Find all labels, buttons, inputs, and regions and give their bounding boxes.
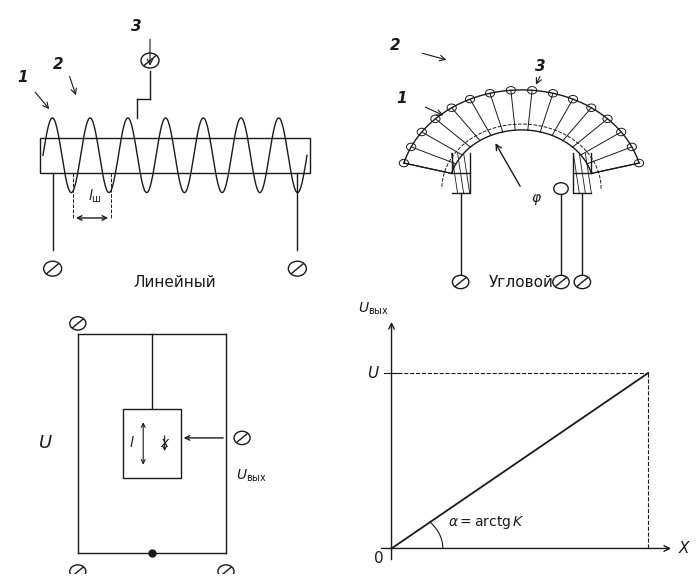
Text: $\varphi$: $\varphi$ (531, 192, 542, 207)
Text: $U_\mathrm{вых}$: $U_\mathrm{вых}$ (358, 301, 389, 317)
Text: X: X (679, 541, 690, 556)
Text: 2: 2 (52, 57, 63, 71)
Text: 1: 1 (18, 70, 28, 85)
Text: U: U (368, 365, 379, 380)
Text: 1: 1 (396, 91, 407, 106)
Text: 3: 3 (131, 19, 141, 34)
Text: x: x (160, 437, 169, 451)
Text: Угловой: Угловой (489, 275, 554, 290)
Text: 3: 3 (535, 59, 545, 74)
Text: $\alpha = \mathrm{arctg}\,K$: $\alpha = \mathrm{arctg}\,K$ (448, 513, 524, 531)
Text: Линейный: Линейный (134, 275, 216, 290)
Text: $l_\mathrm{ш}$: $l_\mathrm{ш}$ (88, 187, 102, 205)
Text: l: l (130, 437, 134, 451)
Text: $U_\mathrm{вых}$: $U_\mathrm{вых}$ (236, 467, 267, 484)
Bar (40, 138, 310, 173)
Bar (123, 409, 181, 478)
Text: 0: 0 (374, 551, 384, 566)
Text: U: U (39, 434, 52, 452)
Text: 2: 2 (390, 38, 400, 53)
